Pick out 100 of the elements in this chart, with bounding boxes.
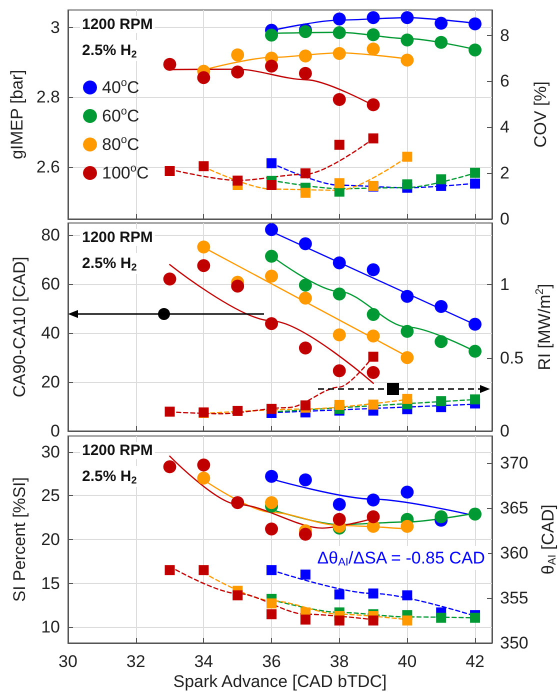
point [332,498,346,511]
point [366,494,380,507]
x-tick-label: 40 [398,652,417,671]
point [298,342,312,355]
point [400,351,414,364]
y2-tick-label: 360 [500,544,528,562]
point [402,590,412,600]
point [434,300,448,313]
point [197,472,210,485]
point [265,317,278,330]
point [366,510,380,524]
point [266,565,277,576]
point [265,250,278,263]
point [368,588,378,598]
point [300,614,310,625]
point [402,394,412,404]
point [434,16,448,30]
y-tick-label: 20 [41,530,60,549]
point [468,17,482,30]
point [366,11,380,24]
point [266,609,277,620]
point [334,400,344,410]
point [332,93,346,106]
point [366,330,380,343]
annotation: 1200 RPM [82,442,153,459]
point [400,11,414,24]
point [402,616,412,626]
y-axis-title: SI Percent [%SI] [10,477,29,602]
y-tick-label: 3 [50,18,60,37]
point [332,328,346,342]
y2-tick-label: 355 [500,588,528,608]
point [298,49,312,62]
point [332,512,346,526]
y-axis-title: gIMEP [bar] [7,70,26,160]
point [368,400,378,410]
point [470,612,480,623]
point [163,460,176,474]
annotation: 1200 RPM [82,229,153,246]
point [334,616,344,626]
point [231,496,244,510]
point [400,54,414,67]
y2-tick-label: 8 [500,26,510,45]
point [164,166,175,176]
point [468,44,482,57]
point [266,158,277,168]
y-tick-label: 0 [50,422,60,440]
point [468,318,482,331]
point [300,570,310,580]
point [332,256,346,270]
point [366,98,380,112]
point [197,71,210,84]
point [265,28,278,42]
x-tick-label: 34 [194,652,214,671]
annotation: 1200 RPM [82,16,153,33]
x-axis-title: Spark Advance [CAD bTDC] [173,672,387,691]
point [198,565,209,576]
point [400,520,414,533]
point [232,176,243,186]
x-tick-label: 38 [330,652,349,671]
point [265,60,278,73]
y-tick-label: 40 [41,324,60,343]
point [366,366,380,380]
point [298,473,312,486]
y-tick-label: 20 [41,372,60,392]
point [334,589,344,600]
point [436,174,446,184]
point [470,178,480,189]
point [265,522,278,536]
point [231,280,244,293]
point [468,508,482,521]
y2-axis-title: RI [MW/m2] [534,284,554,370]
point [402,179,412,190]
point [402,152,412,162]
point [265,470,278,483]
y-tick-label: 25 [41,486,60,506]
point [231,66,244,78]
x-tick-label: 42 [466,652,484,671]
point [434,335,448,348]
y-tick-label: 30 [41,442,60,462]
point [332,12,346,26]
point [436,612,446,623]
point [265,223,278,236]
point [468,344,482,358]
y-tick-label: 15 [41,574,60,593]
y-axis-title: CA90-CA10 [CAD] [10,256,29,398]
point [434,510,448,524]
point [163,272,176,286]
point [368,133,378,144]
point [332,26,346,40]
point [232,406,243,416]
point [400,486,414,499]
point [434,36,448,49]
point [265,496,278,510]
point [332,47,346,60]
point [368,352,378,362]
point [298,292,312,305]
y2-tick-label: 0.5 [500,348,524,368]
point [298,237,312,250]
point [470,394,480,404]
point [436,396,446,406]
